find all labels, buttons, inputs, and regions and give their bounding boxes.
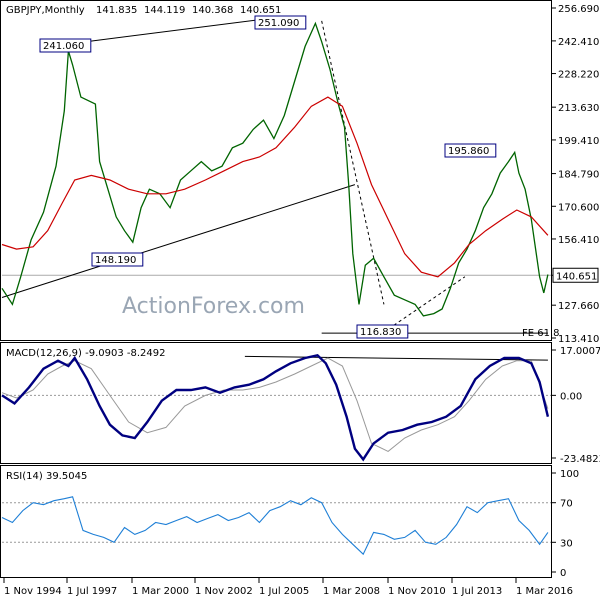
- macd-axis-label: 17.0007: [560, 346, 600, 357]
- axis-layer: 256.690 242.410 228.220 213.630 199.410 184.7…: [3, 4, 600, 597]
- macd-trendline: [244, 355, 548, 361]
- price-annotation: 116.830: [356, 324, 409, 339]
- price-annotation: 251.090: [254, 15, 307, 30]
- macd-axis-label: -23.4823: [560, 454, 600, 465]
- price-trendline: [68, 16, 285, 45]
- price-series-line: [1, 21, 549, 317]
- x-axis-label: 1 Jul 2013: [452, 586, 502, 597]
- last-price-box-bg: [552, 267, 599, 283]
- price-axis-label: 170.600: [558, 202, 599, 213]
- price-trendline: [1, 184, 356, 298]
- x-axis-label: 1 Nov 2002: [195, 586, 253, 597]
- price-annotation-label: 251.090: [258, 18, 299, 29]
- price-axis-label: 213.630: [558, 103, 599, 114]
- price-header-symbol: GBPJPY,Monthly: [6, 5, 85, 16]
- macd-header: MACD(12,26,9) -9.0903 -8.2492: [6, 348, 166, 359]
- x-axis-label: 1 Mar 2000: [132, 586, 189, 597]
- macd-line: [1, 353, 550, 462]
- price-header-open: 141.835: [96, 5, 137, 16]
- price-header-high: 144.119: [144, 5, 185, 16]
- rsi-pane-border: [0, 465, 552, 578]
- price-axis-label: 256.690: [558, 4, 599, 15]
- rsi-layer: [1, 496, 551, 556]
- price-pane-border: [0, 0, 552, 341]
- rsi-line: [1, 496, 549, 556]
- price-header-low: 140.368: [192, 5, 233, 16]
- price-annotation-box: [91, 252, 144, 267]
- price-annotation-box: [39, 38, 92, 53]
- rsi-axis-label: 100: [560, 469, 579, 480]
- last-price-box: 140.651: [552, 267, 599, 283]
- price-annotation-box: [254, 15, 307, 30]
- price-axis-label: 199.410: [558, 136, 599, 147]
- watermark: ActionForex.com: [122, 294, 305, 319]
- price-annotation-label: 148.190: [95, 255, 136, 266]
- price-annotation-box: [356, 324, 409, 339]
- price-annotation-label: 195.860: [448, 146, 489, 157]
- price-annotation-label: 116.830: [360, 327, 401, 338]
- macd-signal-line: [1, 357, 549, 452]
- price-trendline: [321, 20, 385, 305]
- price-header-close: 140.651: [240, 5, 281, 16]
- price-axis-label: 156.410: [558, 235, 599, 246]
- x-axis-label: 1 Jul 2005: [259, 586, 309, 597]
- price-axis-label: 127.660: [558, 301, 599, 312]
- rsi-header: RSI(14) 39.5045: [6, 471, 87, 482]
- price-axis-label: 228.220: [558, 70, 599, 81]
- price-layer: 241.060 251.090 148.190 116.830 195.860 FE 61…: [1, 15, 560, 339]
- price-annotation: 241.060: [39, 38, 92, 53]
- price-annotation-label: 241.060: [43, 41, 84, 52]
- rsi-axis-label: 70: [560, 499, 573, 510]
- price-annotation: 195.860: [444, 143, 497, 158]
- macd-axis-label: 0.00: [560, 391, 582, 402]
- price-annotation: 148.190: [91, 252, 144, 267]
- macd-layer: [1, 353, 551, 462]
- price-axis-label: 184.790: [558, 170, 599, 181]
- x-axis-label: 1 Mar 2008: [323, 586, 380, 597]
- rsi-axis-label: 30: [560, 538, 573, 549]
- last-price-label: 140.651: [556, 271, 597, 282]
- moving-average-line: [1, 96, 549, 278]
- fibonacci-label: FE 61.8: [522, 328, 560, 339]
- x-axis-label: 1 Nov 2010: [388, 586, 446, 597]
- x-axis-label: 1 Mar 2016: [516, 586, 573, 597]
- macd-pane-border: [0, 342, 552, 464]
- price-annotation-box: [444, 143, 497, 158]
- x-axis-label: 1 Jul 1997: [67, 586, 117, 597]
- rsi-axis-label: 0: [560, 568, 566, 579]
- x-axis-label: 1 Nov 1994: [4, 586, 62, 597]
- price-trendline: [383, 276, 466, 333]
- price-axis-label: 242.410: [558, 37, 599, 48]
- price-axis-label: 113.410: [558, 334, 599, 345]
